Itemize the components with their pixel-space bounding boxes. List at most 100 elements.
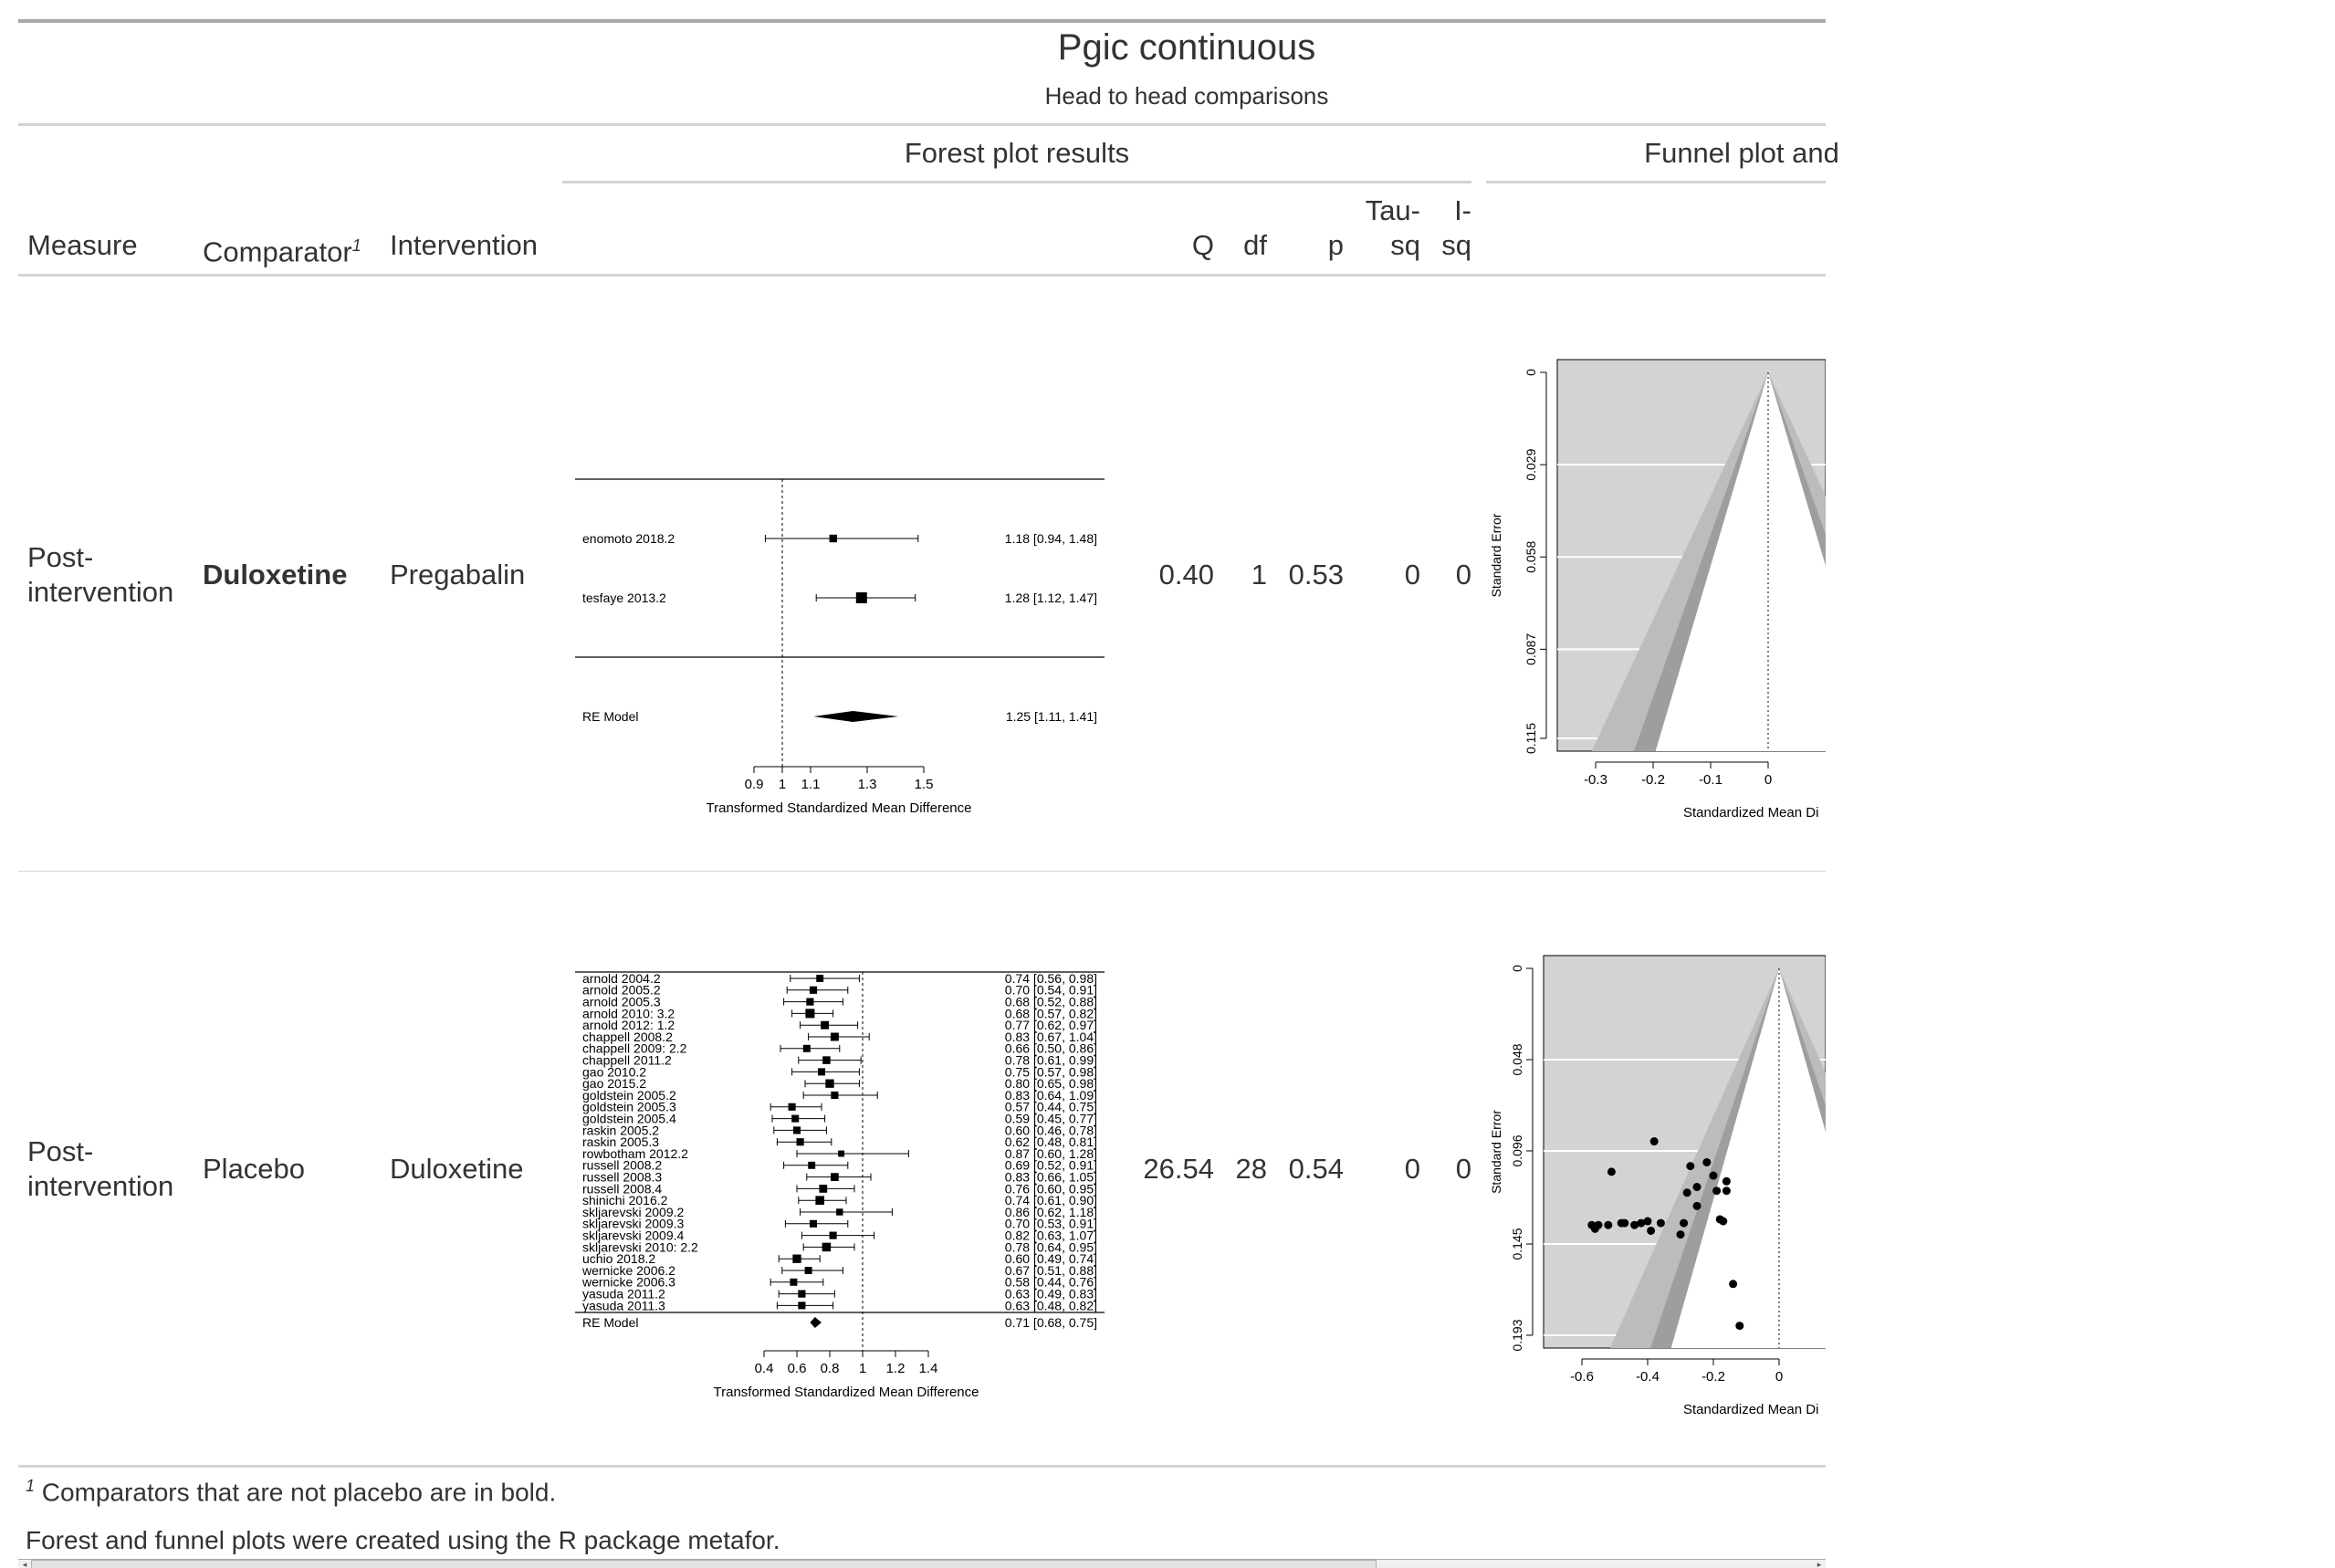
row2-isq: 0: [1455, 1153, 1471, 1185]
y-axis-label: Standard Error: [1489, 513, 1503, 597]
study-ci-text: 0.58 [0.44, 0.76]: [1005, 1275, 1097, 1290]
study-label: raskin 2005.2: [582, 1123, 659, 1137]
col-measure: Measure: [27, 229, 138, 261]
y-axis-label: Standard Error: [1489, 1110, 1503, 1194]
row1-measure-line1: Post-: [27, 541, 94, 573]
row1-measure-line2: intervention: [27, 576, 174, 608]
x-tick-label: 1.4: [919, 1361, 938, 1376]
x-tick-label: 0.6: [788, 1361, 807, 1376]
col-isq-line1: I-: [1454, 194, 1471, 226]
study-point: [798, 1301, 806, 1310]
x-tick-label: 0.4: [755, 1361, 774, 1376]
study-ci-text: 0.68 [0.57, 0.82]: [1005, 1006, 1097, 1020]
row1-p: 0.53: [1288, 559, 1344, 591]
footnote-mark: 1: [26, 1477, 36, 1495]
study-ci-text: 0.76 [0.60, 0.95]: [1005, 1181, 1097, 1196]
horizontal-scrollbar[interactable]: ◂ ▸: [18, 1559, 1826, 1568]
x-tick-label: 0.9: [745, 777, 764, 792]
col-comparator-footnote-mark: 1: [351, 236, 361, 255]
study-ci-text: 1.28 [1.12, 1.47]: [1005, 591, 1097, 605]
study-point: [819, 1185, 828, 1193]
table-subtitle: Head to head comparisons: [1044, 82, 1329, 110]
study-label: arnold 2005.3: [582, 995, 661, 1009]
study-label: enomoto 2018.2: [582, 531, 675, 546]
x-tick-label: 1.1: [801, 777, 821, 792]
row1-tausq: 0: [1404, 559, 1420, 591]
funnel-region-inner: [1670, 968, 1826, 1348]
footnote-text-1: Comparators that are not placebo are in …: [41, 1478, 557, 1507]
funnel-point: [1643, 1217, 1652, 1226]
forest-plot-placebo-vs-duloxetine: arnold 2004.2 0.74 [0.56, 0.98] arnold 200…: [575, 971, 1105, 1400]
col-df: df: [1243, 229, 1267, 261]
y-tick-label: 0.048: [1510, 1043, 1524, 1075]
study-point: [830, 1032, 839, 1041]
row1-comparator: Duloxetine: [203, 559, 348, 591]
forest-spanner-label: Forest plot results: [904, 137, 1130, 169]
row1-isq: 0: [1455, 559, 1471, 591]
study-label: yasuda 2011.2: [582, 1287, 665, 1301]
x-tick-label: -0.3: [1584, 772, 1607, 788]
x-tick-label: 1: [779, 777, 786, 792]
funnel-point: [1692, 1183, 1702, 1192]
study-point: [831, 1173, 839, 1181]
funnel-point: [1692, 1201, 1702, 1210]
study-ci-text: 1.18 [0.94, 1.48]: [1005, 531, 1097, 546]
footnote-metafor: Forest and funnel plots were created usi…: [26, 1526, 780, 1554]
study-label: arnold 2010: 3.2: [582, 1006, 675, 1020]
row2-comparator: Placebo: [203, 1153, 306, 1185]
funnel-point: [1647, 1226, 1656, 1235]
study-label: russell 2008.4: [582, 1181, 662, 1196]
col-tausq-line2: sq: [1390, 229, 1420, 261]
col-intervention: Intervention: [390, 229, 538, 261]
col-isq: I- sq: [1420, 193, 1471, 263]
summary-ci-text: 0.71 [0.68, 0.75]: [1005, 1315, 1097, 1330]
scroll-right-arrow-icon[interactable]: ▸: [1817, 1560, 1822, 1568]
funnel-point: [1735, 1322, 1744, 1331]
x-axis-label: Transformed Standardized Mean Difference: [714, 1385, 979, 1400]
x-tick-label: 1.2: [886, 1361, 906, 1376]
funnel-point: [1719, 1217, 1728, 1226]
study-point: [809, 986, 818, 994]
col-isq-line2: sq: [1441, 229, 1471, 261]
x-tick-label: 0: [1775, 1369, 1783, 1385]
study-label: wernicke 2006.3: [581, 1275, 675, 1290]
funnel-point: [1682, 1188, 1691, 1197]
study-ci-text: 0.80 [0.65, 0.98]: [1005, 1076, 1097, 1091]
study-label: russell 2008.3: [582, 1170, 662, 1185]
forest-spanner-rule: [562, 181, 1471, 183]
study-point: [809, 1219, 818, 1228]
study-point: [855, 592, 867, 603]
funnel-spanner-rule: [1486, 181, 1826, 183]
study-point: [836, 1208, 843, 1216]
x-tick-label: 1.3: [858, 777, 877, 792]
study-point: [829, 534, 837, 543]
study-label: gao 2010.2: [582, 1064, 646, 1079]
x-axis-label: Transformed Standardized Mean Difference: [707, 800, 972, 816]
header-bottom-rule: [18, 123, 1826, 126]
funnel-point: [1702, 1157, 1712, 1166]
study-point: [792, 1254, 801, 1263]
funnel-point: [1630, 1220, 1639, 1229]
funnel-point: [1656, 1218, 1665, 1228]
study-point: [792, 1126, 801, 1134]
study-ci-text: 0.67 [0.51, 0.88]: [1005, 1263, 1097, 1278]
y-tick-label: 0.087: [1524, 633, 1538, 665]
study-label: skljarevski 2009.2: [582, 1205, 684, 1219]
study-ci-text: 0.87 [0.60, 1.28]: [1005, 1146, 1097, 1161]
y-tick-label: 0.145: [1510, 1228, 1524, 1260]
study-label: chappell 2008.2: [582, 1030, 673, 1044]
scroll-left-arrow-icon[interactable]: ◂: [22, 1560, 27, 1568]
study-point: [790, 1278, 798, 1286]
table-top-rule: [18, 19, 1826, 23]
footnote-bold-comparators: 1 Comparators that are not placebo are i…: [26, 1477, 556, 1507]
forest-plot-duloxetine-vs-pregabalin: enomoto 2018.2 1.18 [0.94, 1.48] tesfaye 2…: [575, 478, 1105, 816]
x-tick-label: -0.2: [1702, 1369, 1725, 1385]
scrollbar-thumb[interactable]: [31, 1560, 1377, 1568]
study-point: [815, 1196, 825, 1206]
x-tick-label: -0.6: [1570, 1369, 1594, 1385]
study-point: [822, 1242, 832, 1252]
funnel-point: [1676, 1230, 1685, 1239]
study-label: chappell 2011.2: [582, 1053, 672, 1068]
study-point: [838, 1150, 845, 1157]
col-q: Q: [1191, 229, 1214, 261]
